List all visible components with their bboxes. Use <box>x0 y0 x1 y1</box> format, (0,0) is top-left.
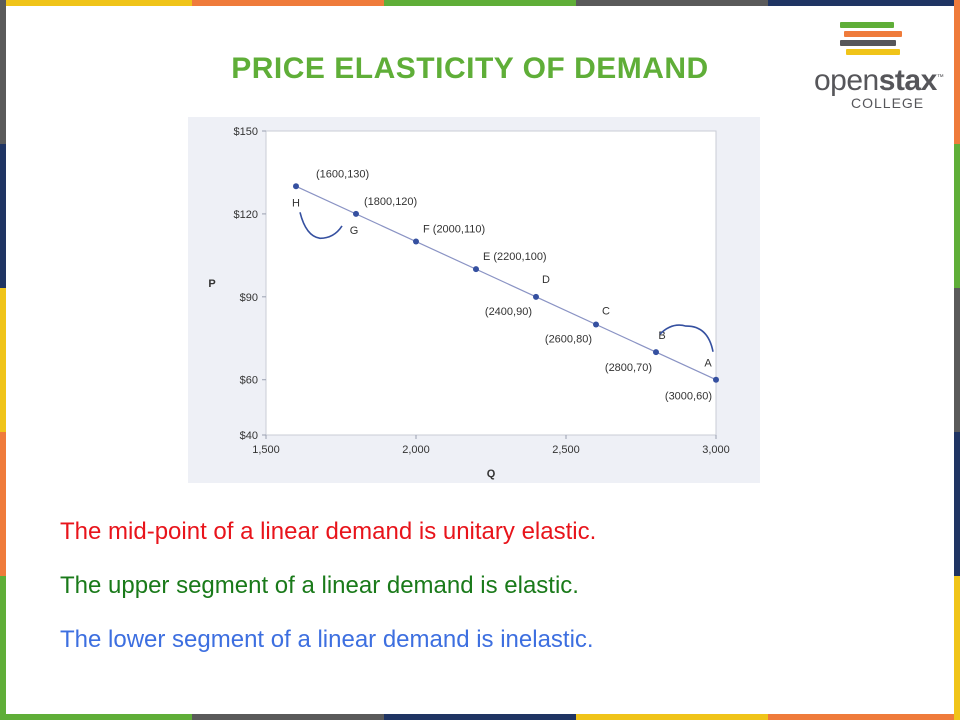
brace-upper <box>299 212 343 240</box>
point-label: (2600,80) <box>545 333 592 345</box>
right-border <box>954 0 960 720</box>
data-point-e <box>473 266 479 273</box>
y-tick-label: $40 <box>240 430 258 442</box>
point-label: (1600,130) <box>316 168 369 180</box>
y-tick-label: $90 <box>240 292 258 304</box>
point-label: (2800,70) <box>605 362 652 374</box>
bottom-border <box>0 714 960 720</box>
point-label: (2400,90) <box>485 306 532 318</box>
data-point-b <box>653 349 659 356</box>
x-tick-label: 2,500 <box>552 444 580 456</box>
border-segment <box>576 714 768 720</box>
slide-title: PRICE ELASTICITY OF DEMAND <box>231 52 709 85</box>
border-segment <box>954 576 960 720</box>
left-border <box>0 0 6 720</box>
y-axis-label: P <box>208 278 215 290</box>
border-segment <box>384 714 576 720</box>
logo-book-icon <box>840 22 906 62</box>
point-label: F (2000,110) <box>423 224 485 236</box>
statement-upper: The upper segment of a linear demand is … <box>60 572 579 599</box>
x-axis-label: Q <box>487 468 496 480</box>
point-letter: A <box>704 358 712 370</box>
point-letter: B <box>658 330 665 342</box>
chart-svg: $40 $60 $90 $120 $150 1,500 2,000 2,500 3,000 P Q (… <box>188 117 760 483</box>
demand-chart: $40 $60 $90 $120 $150 1,500 2,000 2,500 3,000 P Q (… <box>188 117 760 483</box>
border-segment <box>954 288 960 432</box>
point-label: (1800,120) <box>364 196 417 208</box>
x-tick-label: 2,000 <box>402 444 430 456</box>
y-tick-label: $60 <box>240 375 258 387</box>
border-segment <box>0 288 6 432</box>
border-segment <box>384 0 576 6</box>
top-border <box>0 0 960 6</box>
y-tick-label: $150 <box>234 126 258 138</box>
border-segment <box>768 0 960 6</box>
border-segment <box>0 432 6 576</box>
border-segment <box>0 0 192 6</box>
point-label: E (2200,100) <box>483 251 547 263</box>
data-point-h <box>293 183 299 190</box>
point-label: (3000,60) <box>665 391 712 403</box>
statement-midpoint: The mid-point of a linear demand is unit… <box>60 518 597 545</box>
x-tick-label: 3,000 <box>702 444 730 456</box>
data-point-d <box>533 293 539 300</box>
openstax-logo: openstax™ COLLEGE <box>810 22 944 112</box>
border-segment <box>954 432 960 576</box>
data-point-f <box>413 238 419 245</box>
data-point-g <box>353 210 359 217</box>
statement-lower: The lower segment of a linear demand is … <box>60 626 594 653</box>
border-segment <box>0 144 6 288</box>
plot-area <box>265 130 717 436</box>
logo-subtitle: COLLEGE <box>851 95 925 111</box>
border-segment <box>0 714 192 720</box>
x-tick-label: 1,500 <box>252 444 280 456</box>
point-letter: D <box>542 274 550 286</box>
data-point-a <box>713 376 719 383</box>
demand-line <box>295 185 717 381</box>
border-segment <box>192 0 384 6</box>
border-segment <box>0 576 6 720</box>
point-letter: H <box>292 197 300 209</box>
brace-lower <box>659 324 714 352</box>
logo-wordmark: openstax™ <box>814 64 944 97</box>
point-letter: G <box>350 225 359 237</box>
border-segment <box>192 714 384 720</box>
point-letter: C <box>602 305 610 317</box>
border-segment <box>576 0 768 6</box>
border-segment <box>954 0 960 144</box>
data-point-c <box>593 321 599 328</box>
border-segment <box>954 144 960 288</box>
border-segment <box>0 0 6 144</box>
border-segment <box>768 714 960 720</box>
y-tick-label: $120 <box>234 209 258 221</box>
